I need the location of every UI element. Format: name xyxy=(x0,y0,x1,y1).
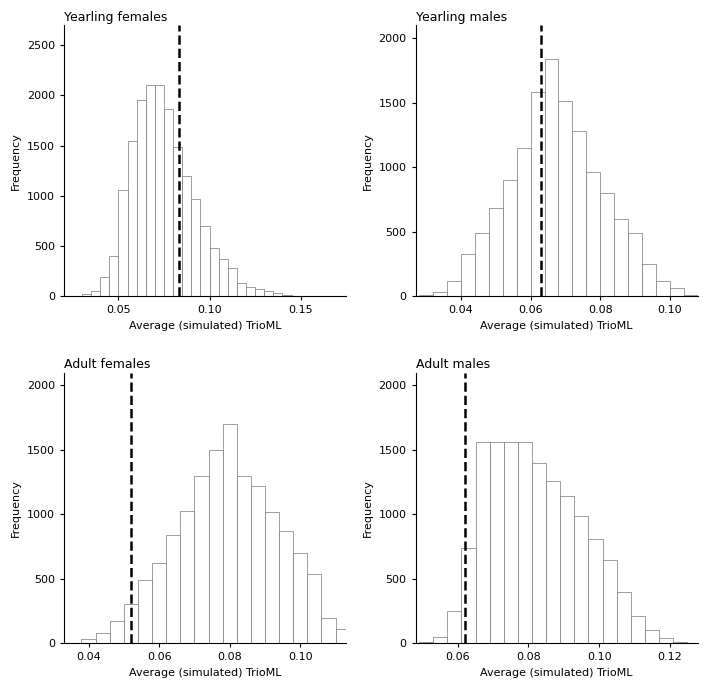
Bar xyxy=(614,218,628,296)
Bar xyxy=(264,291,273,296)
Bar xyxy=(273,294,282,296)
Bar xyxy=(173,147,182,296)
Bar xyxy=(128,141,137,296)
Bar xyxy=(447,280,461,296)
Text: Adult females: Adult females xyxy=(64,358,150,371)
Bar xyxy=(601,193,614,296)
Bar xyxy=(210,248,218,296)
Bar xyxy=(307,574,321,644)
Bar xyxy=(476,442,490,644)
Bar xyxy=(433,291,447,296)
Bar xyxy=(282,295,291,296)
Bar xyxy=(223,424,237,644)
Bar xyxy=(146,85,155,296)
Bar xyxy=(218,260,228,296)
Bar xyxy=(265,512,279,644)
Bar xyxy=(255,289,264,296)
Bar xyxy=(617,592,631,644)
Bar xyxy=(246,287,255,296)
Bar xyxy=(96,633,110,644)
Y-axis label: Frequency: Frequency xyxy=(363,132,373,189)
Bar xyxy=(279,531,294,644)
Text: Adult males: Adult males xyxy=(415,358,490,371)
Bar xyxy=(294,553,307,644)
Bar xyxy=(201,226,210,296)
Bar xyxy=(560,496,574,644)
Bar xyxy=(237,283,246,296)
Bar xyxy=(82,294,91,296)
Bar xyxy=(588,539,603,644)
Y-axis label: Frequency: Frequency xyxy=(11,132,21,189)
Bar xyxy=(532,463,546,644)
Bar xyxy=(518,442,532,644)
Bar xyxy=(138,580,152,644)
Bar xyxy=(110,621,124,644)
Bar xyxy=(335,629,350,644)
Bar xyxy=(228,268,237,296)
Bar xyxy=(603,559,617,644)
X-axis label: Average (simulated) TrioML: Average (simulated) TrioML xyxy=(129,668,281,678)
X-axis label: Average (simulated) TrioML: Average (simulated) TrioML xyxy=(481,668,633,678)
Bar xyxy=(572,131,586,296)
Bar xyxy=(118,189,128,296)
X-axis label: Average (simulated) TrioML: Average (simulated) TrioML xyxy=(481,320,633,331)
Bar xyxy=(503,180,517,296)
Bar xyxy=(124,604,138,644)
Bar xyxy=(164,108,173,296)
Bar xyxy=(194,475,208,644)
Bar xyxy=(433,637,447,644)
Bar xyxy=(656,281,670,296)
Bar xyxy=(574,515,588,644)
Bar xyxy=(166,535,180,644)
Bar xyxy=(530,92,545,296)
Y-axis label: Frequency: Frequency xyxy=(363,479,373,537)
Bar xyxy=(628,233,642,296)
Bar xyxy=(475,233,489,296)
Bar xyxy=(670,288,684,296)
Bar xyxy=(191,198,201,296)
Bar xyxy=(489,208,503,296)
Bar xyxy=(152,563,166,644)
Bar xyxy=(645,630,659,644)
Y-axis label: Frequency: Frequency xyxy=(11,479,21,537)
Bar xyxy=(91,291,100,296)
Bar xyxy=(517,147,530,296)
Bar xyxy=(137,101,146,296)
Bar xyxy=(182,176,191,296)
Text: Yearling males: Yearling males xyxy=(415,11,507,24)
Text: Yearling females: Yearling females xyxy=(64,11,167,24)
Bar xyxy=(684,295,698,296)
Bar xyxy=(642,264,656,296)
Bar xyxy=(100,277,109,296)
Bar xyxy=(155,85,164,296)
Bar xyxy=(586,172,601,296)
Bar xyxy=(180,511,194,644)
Bar xyxy=(462,548,476,644)
Bar xyxy=(673,642,687,644)
Bar xyxy=(461,254,475,296)
Bar xyxy=(109,256,118,296)
Bar xyxy=(321,617,335,644)
Bar xyxy=(659,638,673,644)
Bar xyxy=(545,59,559,296)
Bar xyxy=(82,639,96,644)
Bar xyxy=(559,101,572,296)
Bar xyxy=(546,481,560,644)
Bar xyxy=(237,475,251,644)
Bar xyxy=(490,442,504,644)
Bar xyxy=(504,442,518,644)
Bar xyxy=(419,642,433,644)
Bar xyxy=(447,611,462,644)
Bar xyxy=(251,486,265,644)
Bar xyxy=(631,615,645,644)
Bar xyxy=(208,450,223,644)
X-axis label: Average (simulated) TrioML: Average (simulated) TrioML xyxy=(129,320,281,331)
